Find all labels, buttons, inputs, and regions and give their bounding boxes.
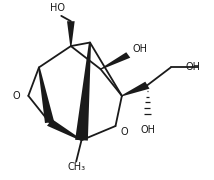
Text: OH: OH [141, 125, 156, 135]
Polygon shape [67, 21, 75, 46]
Text: OH: OH [132, 44, 147, 54]
Text: O: O [13, 91, 21, 101]
Polygon shape [122, 82, 150, 96]
Text: OH: OH [186, 62, 201, 71]
Polygon shape [75, 42, 91, 141]
Polygon shape [47, 119, 82, 141]
Text: O: O [121, 127, 128, 137]
Polygon shape [100, 52, 130, 70]
Text: HO: HO [49, 3, 65, 13]
Text: CH₃: CH₃ [67, 162, 85, 172]
Polygon shape [38, 67, 54, 123]
